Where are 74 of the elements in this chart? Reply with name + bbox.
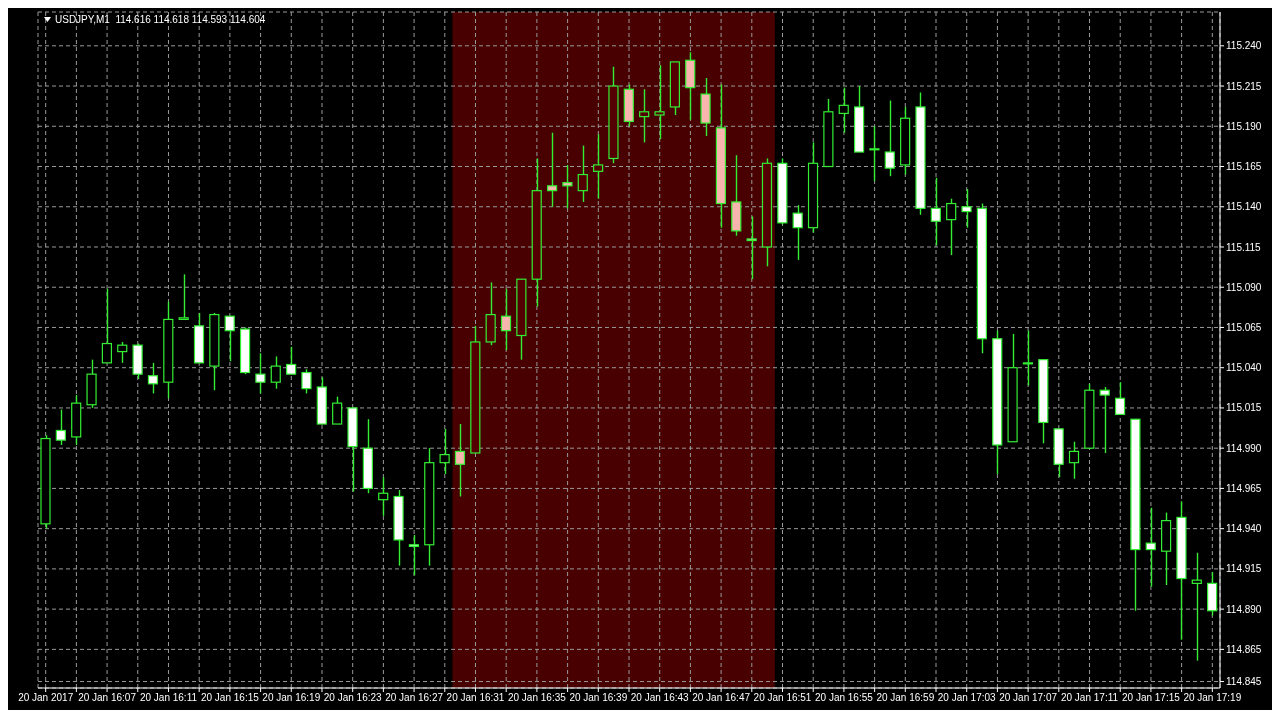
x-tick-label: 20 Jan 16:15 [200, 692, 260, 704]
x-tick-label: 20 Jan 17:11 [1060, 692, 1119, 704]
y-tick-label: 114.845 [1226, 676, 1262, 688]
chart-title: USDJPY,M1 114.616 114.618 114.593 114.604 [55, 14, 266, 25]
candlestick [147, 362, 159, 395]
x-tick-label: 20 Jan 16:31 [446, 692, 505, 704]
x-tick-label: 20 Jan 16:35 [507, 692, 567, 704]
candlestick [639, 88, 650, 144]
x-tick-label: 20 Jan 16:55 [815, 692, 874, 704]
x-tick-label: 20 Jan 17:15 [1122, 692, 1181, 704]
candlestick [654, 64, 665, 140]
y-tick-label: 115.115 [1226, 241, 1262, 253]
candlestick [1068, 441, 1080, 480]
x-tick-label: 20 Jan 2017 [18, 692, 74, 704]
x-tick-label: 20 Jan 16:23 [323, 692, 383, 704]
candlestick [101, 288, 112, 364]
y-tick-label: 115.190 [1226, 120, 1262, 132]
candlestick [378, 476, 389, 517]
candlestick [946, 198, 957, 256]
candlestick [869, 125, 880, 182]
y-tick-label: 115.140 [1226, 201, 1262, 213]
y-tick-label: 115.015 [1226, 402, 1262, 414]
x-tick-label: 20 Jan 16:59 [876, 692, 935, 704]
candlestick [55, 408, 66, 446]
candlestick [562, 164, 573, 210]
x-tick-label: 20 Jan 16:51 [753, 692, 812, 704]
x-tick-label: 20 Jan 17:07 [999, 692, 1058, 704]
candlestick [301, 368, 312, 395]
x-tick-label: 20 Jan 17:19 [1183, 692, 1242, 704]
x-tick-label: 20 Jan 16:19 [262, 692, 321, 704]
y-tick-label: 114.865 [1226, 643, 1262, 655]
x-tick-label: 20 Jan 16:07 [78, 692, 137, 704]
y-tick-label: 114.890 [1226, 603, 1262, 615]
candlestick [884, 99, 895, 177]
y-tick-label: 115.240 [1226, 40, 1262, 52]
candlestick [500, 288, 512, 351]
x-tick-label: 20 Jan 16:11 [139, 692, 198, 704]
candlestick [746, 215, 757, 280]
y-tick-label: 114.940 [1226, 523, 1262, 535]
candlestick [577, 144, 588, 203]
x-tick-label: 20 Jan 17:03 [937, 692, 997, 704]
y-tick-label: 115.215 [1226, 80, 1262, 92]
candlestick [930, 177, 941, 247]
x-tick-label: 20 Jan 16:43 [630, 692, 690, 704]
y-tick-label: 114.915 [1226, 563, 1262, 575]
candlestick [408, 534, 420, 577]
candlestick [255, 352, 266, 395]
y-tick-label: 114.965 [1226, 482, 1262, 494]
x-tick-label: 20 Jan 16:39 [569, 692, 628, 704]
candlestick [593, 133, 604, 200]
y-tick-label: 115.065 [1226, 322, 1262, 334]
candlestick [1145, 507, 1156, 588]
x-tick-label: 20 Jan 16:47 [692, 692, 751, 704]
y-tick-label: 115.165 [1226, 161, 1262, 173]
candlestick [178, 273, 189, 321]
y-tick-label: 115.040 [1226, 362, 1262, 374]
candlestick [270, 355, 281, 390]
candlestick [286, 346, 297, 375]
candlestick [454, 423, 466, 498]
candlestick [332, 395, 343, 425]
candlestick [1099, 386, 1110, 454]
candlestick [117, 341, 128, 364]
candlestick [961, 188, 972, 229]
x-tick-label: 20 Jan 16:27 [385, 692, 444, 704]
candlestick [838, 86, 849, 134]
y-tick-label: 114.990 [1226, 442, 1262, 454]
candlestick [224, 315, 235, 362]
candlestick [1114, 381, 1126, 416]
candlestick [546, 132, 558, 208]
y-tick-label: 115.090 [1226, 281, 1262, 293]
candlestick [792, 204, 803, 261]
candlestick [439, 428, 450, 475]
candlestick [1191, 552, 1202, 662]
candlestick [1022, 329, 1034, 387]
